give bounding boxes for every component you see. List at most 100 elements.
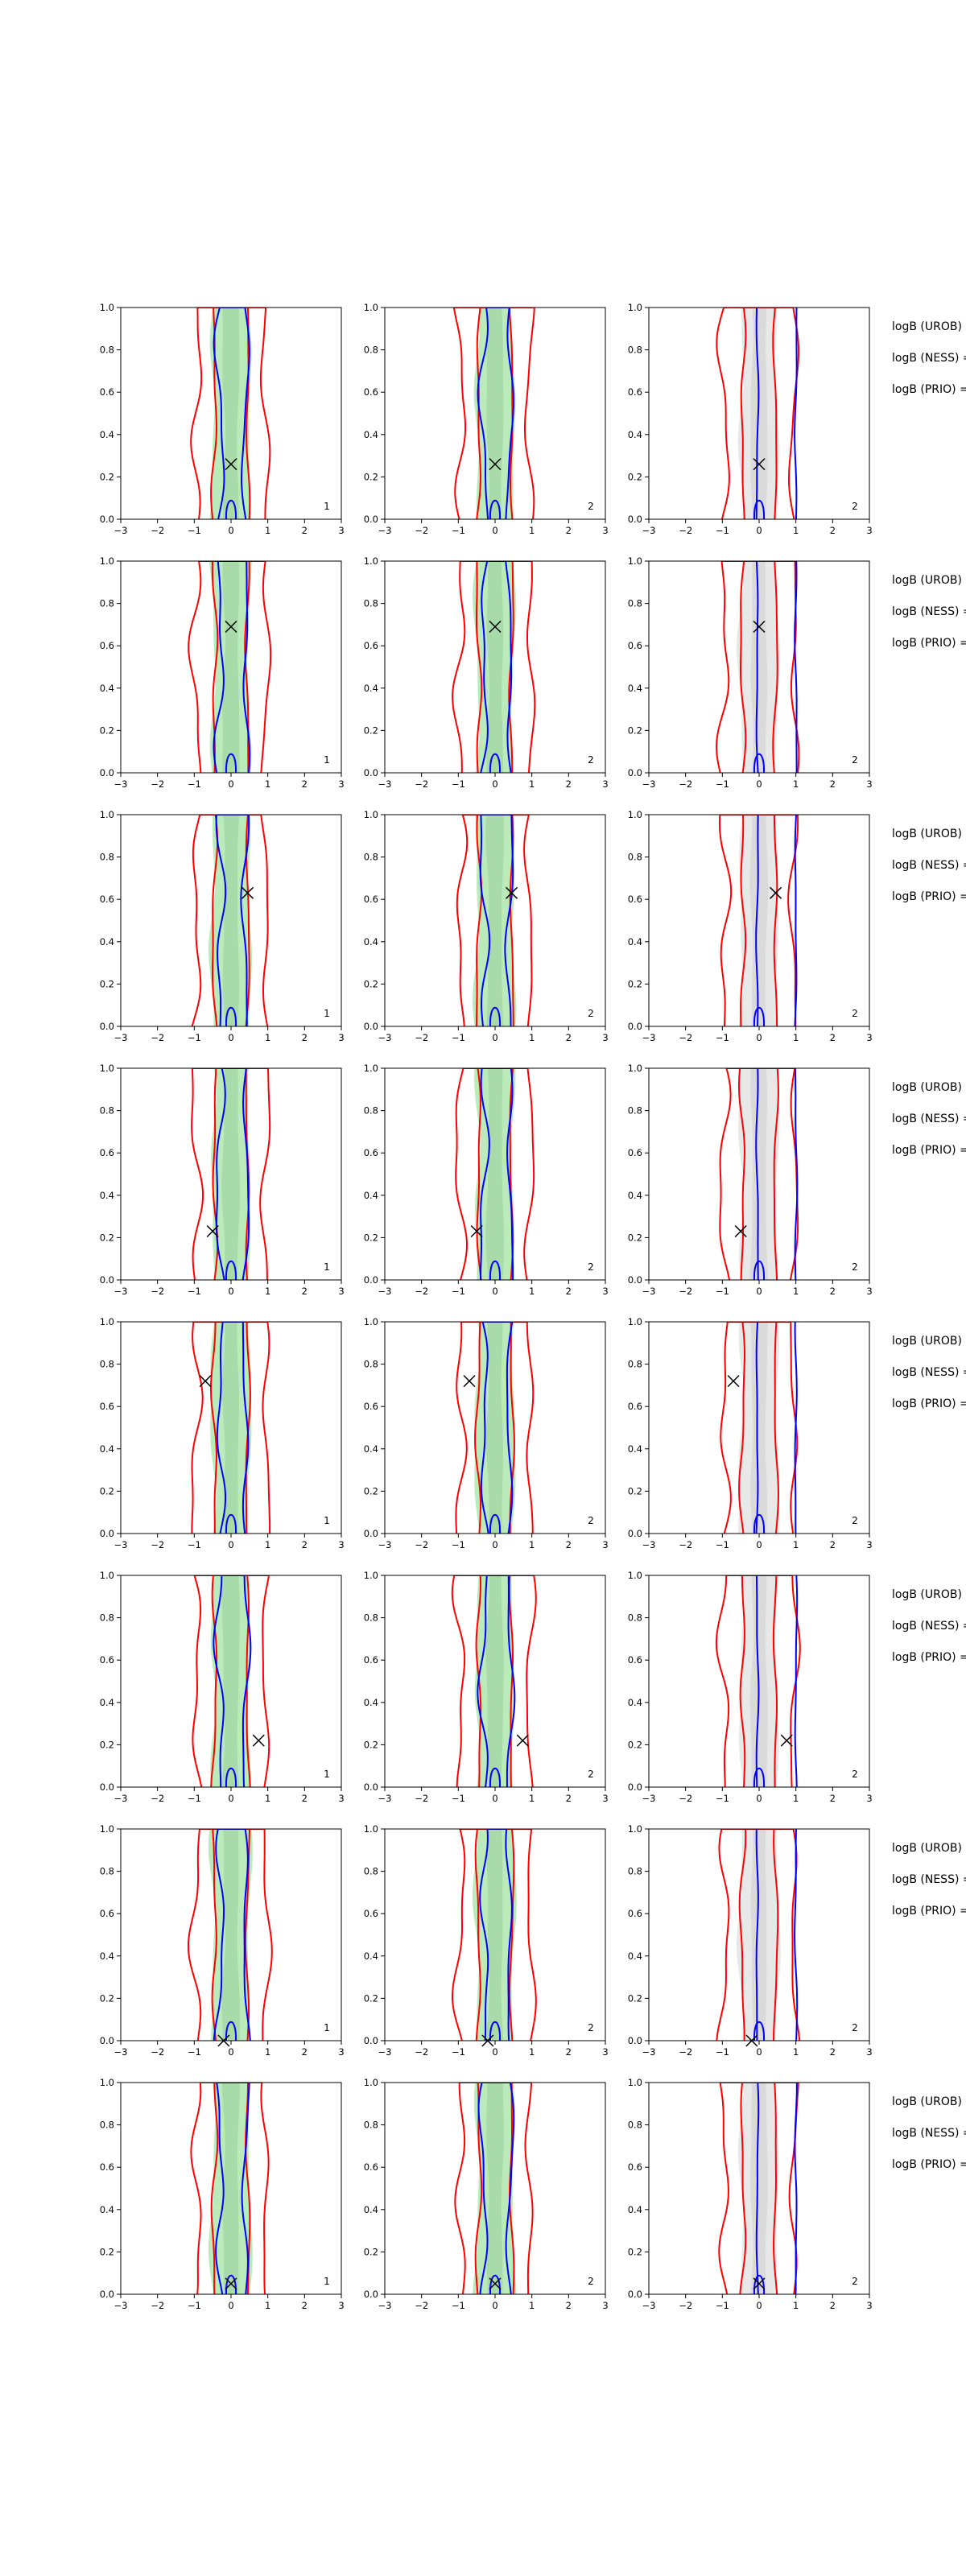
x-tick-label: −2: [415, 2046, 428, 2058]
x-tick-label: 3: [602, 525, 608, 536]
outer-contour: [191, 1322, 271, 1534]
y-tick-label: 0.6: [628, 1654, 642, 1666]
y-tick-label: 0.6: [100, 1654, 114, 1666]
density-shade-core: [486, 1322, 503, 1534]
y-tick-label: 0.0: [628, 1781, 642, 1793]
x-tick-label: 3: [338, 1032, 344, 1043]
y-tick-label: 0.0: [100, 1781, 114, 1793]
x-tick-label: 1: [529, 1539, 535, 1550]
x-tick-label: 0: [756, 2046, 762, 2058]
y-tick-label: 0.6: [364, 894, 378, 905]
inner-contour: [755, 1068, 759, 1280]
x-tick-label: 2: [302, 2046, 308, 2058]
panel-r2-c1: −3 −2 −1 0 1 2 3 0.0 0.2 0.4 0.6 0.8 1.0 1: [100, 555, 345, 790]
panel-r6-c1: −3 −2 −1 0 1 2 3 0.0 0.2 0.4 0.6 0.8 1.0 1: [100, 1570, 345, 1804]
x-tick-label: −2: [415, 1286, 428, 1297]
inner-contour: [755, 1829, 759, 2041]
outer-contour-inner: [474, 2083, 515, 2294]
x-tick-label: −2: [415, 2300, 428, 2311]
density-shade-core: [222, 1322, 239, 1534]
x-tick-label: 3: [602, 2300, 608, 2311]
x-tick-label: −3: [642, 1793, 656, 1804]
x-tick-label: 1: [265, 778, 270, 790]
x-tick-label: −2: [679, 778, 692, 790]
truth-marker: [470, 1224, 483, 1238]
y-tick-label: 0.6: [628, 386, 642, 398]
density-shade-core: [222, 308, 240, 519]
outer-contour: [716, 308, 800, 519]
panel-r1-c1: −3 −2 −1 0 1 2 3 0.0 0.2 0.4 0.6 0.8 1.0 1: [100, 302, 345, 536]
x-tick-label: −1: [452, 1032, 465, 1043]
outer-contour: [454, 2083, 534, 2294]
x-tick-label: −3: [114, 2046, 128, 2058]
panel-r4-c3: −3 −2 −1 0 1 2 3 0.0 0.2 0.4 0.6 0.8 1.0 2: [628, 1063, 873, 1297]
y-tick-label: 0.0: [628, 2035, 642, 2046]
side-label: logB (PRIO) =: [892, 890, 966, 903]
y-tick-label: 0.6: [364, 1908, 378, 1919]
panel-number: 1: [324, 1769, 330, 1780]
y-tick-label: 0.6: [364, 2161, 378, 2173]
panel-number: 2: [852, 754, 858, 766]
y-tick-label: 0.8: [628, 852, 642, 863]
x-tick-label: −3: [378, 525, 392, 536]
side-label: logB (NESS) =: [892, 1113, 966, 1125]
inner-contour-loop: [489, 1514, 502, 1534]
inner-contour: [794, 308, 798, 519]
inner-contour-loop: [753, 2021, 766, 2041]
x-tick-label: 0: [228, 1286, 233, 1297]
x-tick-label: 3: [338, 2300, 344, 2311]
x-tick-label: 3: [866, 2300, 872, 2311]
y-tick-label: 0.6: [628, 640, 642, 651]
outer-contour-inner: [474, 1322, 515, 1534]
y-tick-label: 1.0: [100, 809, 114, 820]
y-tick-label: 0.8: [100, 2120, 114, 2131]
y-tick-label: 0.6: [628, 1147, 642, 1158]
x-tick-label: 3: [866, 1286, 872, 1297]
x-tick-label: 3: [866, 2046, 872, 2058]
y-tick-label: 1.0: [628, 555, 642, 567]
x-tick-label: 1: [265, 1539, 270, 1550]
x-tick-label: 1: [529, 778, 535, 790]
inner-contour-loop: [753, 753, 766, 773]
y-tick-label: 0.0: [364, 2289, 378, 2300]
x-tick-label: 3: [338, 1793, 344, 1804]
outer-contour-inner: [738, 1322, 779, 1534]
y-tick-label: 0.8: [628, 1612, 642, 1624]
x-tick-label: 3: [338, 778, 344, 790]
x-tick-label: −2: [151, 778, 164, 790]
y-tick-label: 0.4: [100, 683, 114, 694]
y-tick-label: 0.0: [100, 2035, 114, 2046]
outer-contour-inner: [738, 1829, 779, 2041]
y-tick-label: 0.4: [628, 936, 642, 947]
outer-contour-inner: [739, 2083, 778, 2294]
x-tick-label: −1: [716, 2046, 729, 2058]
inner-contour-loop: [225, 1514, 237, 1534]
x-tick-label: −1: [188, 2046, 201, 2058]
y-tick-label: 0.4: [100, 1190, 114, 1201]
y-tick-label: 1.0: [364, 1316, 378, 1327]
y-tick-label: 0.2: [628, 1232, 642, 1243]
inner-contour-loop: [225, 1768, 237, 1787]
y-tick-label: 0.4: [628, 1190, 642, 1201]
x-tick-label: 2: [302, 2300, 308, 2311]
y-tick-label: 1.0: [628, 2077, 642, 2088]
inner-contour: [213, 1575, 252, 1787]
x-tick-label: 3: [602, 1539, 608, 1550]
y-tick-label: 0.2: [100, 1992, 114, 2004]
inner-contour: [213, 308, 250, 519]
x-tick-label: 2: [830, 1539, 836, 1550]
truth-marker: [516, 1734, 529, 1747]
y-tick-label: 0.6: [100, 894, 114, 905]
density-shade-core: [222, 815, 240, 1026]
inner-contour: [794, 1829, 799, 2041]
inner-contour: [213, 1829, 251, 2041]
outer-contour: [456, 815, 533, 1026]
truth-marker: [225, 620, 237, 634]
inner-contour: [215, 815, 250, 1026]
x-tick-label: 2: [302, 1286, 308, 1297]
x-tick-label: −2: [679, 1286, 692, 1297]
x-tick-label: 0: [756, 1539, 762, 1550]
side-label: logB (NESS) =: [892, 859, 966, 872]
x-tick-label: 2: [302, 1539, 308, 1550]
x-tick-label: −3: [114, 1286, 128, 1297]
